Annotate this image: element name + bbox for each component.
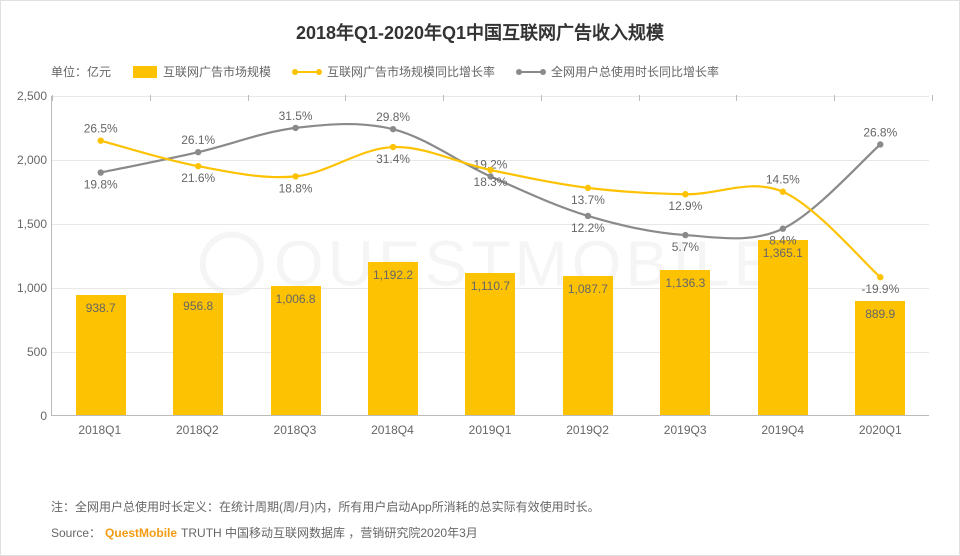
line-usage-growth-label: 12.2%: [571, 221, 605, 235]
line-ad-growth-point: [682, 191, 688, 197]
line2-swatch: [517, 71, 545, 73]
y-tick-label: 2,000: [17, 153, 47, 167]
line-usage-growth-point: [195, 149, 201, 155]
legend-row: 单位：亿元 互联网广告市场规模 互联网广告市场规模同比增长率 全网用户总使用时长…: [1, 45, 959, 80]
source-brand: QuestMobile: [105, 526, 177, 540]
line-usage-growth-label: 8.4%: [769, 234, 797, 248]
line-usage-growth-label: 19.8%: [84, 178, 118, 192]
line-ad-growth-label: 13.7%: [571, 193, 605, 207]
x-axis: 2018Q12018Q22018Q32018Q42019Q12019Q22019…: [51, 416, 929, 446]
line-ad-growth-point: [390, 144, 396, 150]
line-usage-growth-point: [292, 125, 298, 131]
line-ad-growth-label: 14.5%: [766, 173, 800, 187]
line-ad-growth-point: [292, 173, 298, 179]
legend-line1: 互联网广告市场规模同比增长率: [293, 63, 495, 80]
legend-bar: 互联网广告市场规模: [133, 63, 271, 80]
line-ad-growth-point: [877, 274, 883, 280]
x-tick: [248, 95, 249, 101]
x-tick: [541, 95, 542, 101]
bar-swatch: [133, 66, 157, 78]
x-tick-label: 2019Q3: [636, 416, 734, 446]
lines-svg: 19.8%26.1%31.5%29.8%19.2%12.2%5.7%8.4%26…: [52, 96, 929, 415]
y-tick-label: 500: [27, 345, 47, 359]
line-ad-growth-label: 31.4%: [376, 152, 410, 166]
source-rest: TRUTH 中国移动互联网数据库 ，营销研究院2020年3月: [181, 524, 478, 541]
legend-line1-label: 互联网广告市场规模同比增长率: [327, 63, 495, 80]
line-ad-growth-label: 12.9%: [668, 199, 702, 213]
line-usage-growth-label: 29.8%: [376, 110, 410, 124]
line-ad-growth-point: [98, 137, 104, 143]
plot-area: 938.7956.81,006.81,192.21,110.71,087.71,…: [51, 96, 929, 416]
y-tick-label: 2,500: [17, 89, 47, 103]
line-usage-growth-point: [682, 232, 688, 238]
x-tick-label: 2018Q3: [246, 416, 344, 446]
line-ad-growth-label: 18.8%: [279, 181, 313, 195]
line-usage-growth-point: [390, 126, 396, 132]
x-tick-label: 2019Q2: [539, 416, 637, 446]
line-usage-growth-point: [780, 226, 786, 232]
x-tick: [52, 95, 53, 101]
x-tick: [736, 95, 737, 101]
x-tick-label: 2020Q1: [832, 416, 930, 446]
line-ad-growth-label: 21.6%: [181, 171, 215, 185]
footnote: 注：全网用户总使用时长定义：在统计周期(周/月)内，所有用户启动App所消耗的总…: [51, 498, 600, 515]
line-ad-growth-point: [780, 189, 786, 195]
x-tick-label: 2019Q1: [441, 416, 539, 446]
chart-area: QUESTMOBILE 05001,0001,5002,0002,500 938…: [51, 96, 929, 446]
line-ad-growth-label: -19.9%: [861, 282, 899, 296]
legend-bar-label: 互联网广告市场规模: [163, 63, 271, 80]
x-tick: [639, 95, 640, 101]
chart-title: 2018年Q1-2020年Q1中国互联网广告收入规模: [1, 1, 959, 45]
x-tick-label: 2018Q2: [149, 416, 247, 446]
y-tick-label: 1,000: [17, 281, 47, 295]
line-ad-growth-point: [585, 185, 591, 191]
x-tick: [834, 95, 835, 101]
line-usage-growth-point: [877, 141, 883, 147]
legend-line2: 全网用户总使用时长同比增长率: [517, 63, 719, 80]
line-usage-growth-label: 26.1%: [181, 133, 215, 147]
x-tick: [932, 95, 933, 101]
line-ad-growth-point: [195, 163, 201, 169]
line-usage-growth-label: 26.8%: [863, 126, 897, 140]
x-tick-label: 2018Q4: [344, 416, 442, 446]
line-usage-growth-point: [585, 213, 591, 219]
line-usage-growth-label: 31.5%: [279, 109, 313, 123]
x-tick: [345, 95, 346, 101]
source-row: Source： QuestMobile TRUTH 中国移动互联网数据库 ，营销…: [51, 524, 478, 541]
y-axis: 05001,0001,5002,0002,500: [7, 96, 47, 416]
x-tick-label: 2019Q4: [734, 416, 832, 446]
line-usage-growth-label: 5.7%: [672, 240, 700, 254]
x-tick-label: 2018Q1: [51, 416, 149, 446]
line-ad-growth-label: 26.5%: [84, 122, 118, 136]
legend-line2-label: 全网用户总使用时长同比增长率: [551, 63, 719, 80]
x-tick: [150, 95, 151, 101]
line-ad-growth-point: [487, 167, 493, 173]
x-tick: [443, 95, 444, 101]
line-usage-growth-point: [98, 169, 104, 175]
line1-swatch: [293, 71, 321, 73]
line-ad-growth-label: 18.3%: [474, 175, 508, 189]
y-tick-label: 1,500: [17, 217, 47, 231]
source-prefix: Source：: [51, 524, 101, 541]
unit-label: 单位：亿元: [51, 63, 111, 80]
y-tick-label: 0: [40, 409, 47, 423]
